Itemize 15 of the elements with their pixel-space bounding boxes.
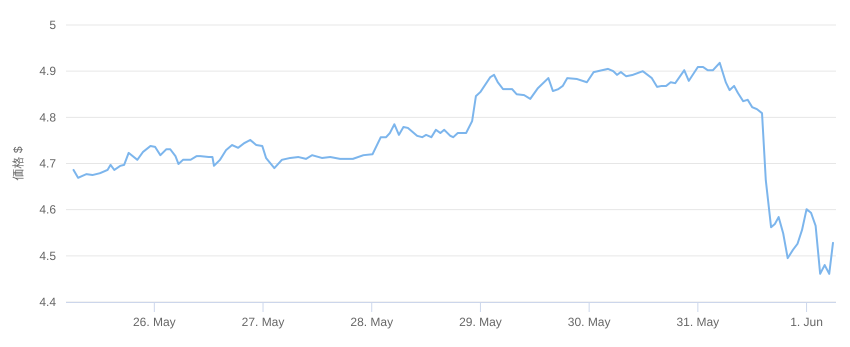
x-tick-label: 29. May — [459, 315, 502, 329]
x-tick-label: 1. Jun — [790, 315, 823, 329]
y-tick-label: 4.8 — [39, 110, 56, 124]
y-tick-label: 4.7 — [39, 156, 56, 170]
x-tick-label: 28. May — [350, 315, 394, 329]
y-tick-label: 4.4 — [39, 295, 56, 309]
y-tick-label: 4.9 — [39, 64, 56, 78]
y-tick-label: 5 — [49, 18, 56, 32]
x-tick-label: 26. May — [132, 315, 176, 329]
y-tick-label: 4.5 — [39, 248, 56, 263]
x-tick-label: 27. May — [242, 315, 284, 329]
x-tick-label: 30. May — [568, 315, 610, 329]
y-tick-label: 4.6 — [39, 202, 56, 217]
x-tick-label: 31. May — [676, 315, 720, 329]
y-axis-title: 価格 $ — [11, 146, 25, 181]
